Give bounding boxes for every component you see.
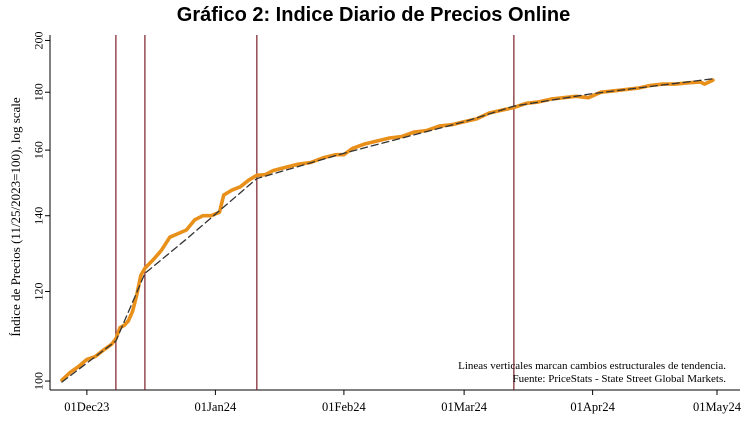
y-tick-label: 100 — [32, 372, 46, 390]
y-axis-label: Índice de Precios (11/25/2023=100), log … — [8, 97, 23, 337]
series-layer — [60, 78, 715, 383]
chart-title: Gráfico 2: Indice Diario de Precios Onli… — [176, 4, 571, 26]
axes: 100 120 140 160 180 200 01Dec23 01Jan24 01Feb24 0… — [32, 31, 742, 414]
annotation-note: Lineas verticales marcan cambios estruct… — [458, 360, 726, 372]
annotation-source: Fuente: PriceStats - State Street Global… — [512, 373, 726, 385]
y-tick-label: 200 — [32, 31, 46, 49]
x-tick-label: 01Feb24 — [322, 400, 367, 414]
annotations: Lineas verticales marcan cambios estruct… — [458, 360, 726, 385]
structural-break-lines — [115, 35, 515, 390]
x-tick-label: 01Mar24 — [441, 400, 488, 414]
x-tick-label: 01May24 — [693, 400, 742, 414]
price-index-line — [60, 78, 715, 382]
trend-line-dashed — [61, 78, 714, 383]
y-tick-label: 180 — [32, 83, 46, 101]
x-tick-label: 01Jan24 — [195, 400, 237, 414]
y-tick-label: 140 — [32, 207, 46, 225]
x-tick-label: 01Apr24 — [570, 400, 615, 414]
y-tick-label: 160 — [32, 141, 46, 159]
y-tick-label: 120 — [32, 282, 46, 300]
x-tick-label: 01Dec23 — [64, 400, 109, 414]
